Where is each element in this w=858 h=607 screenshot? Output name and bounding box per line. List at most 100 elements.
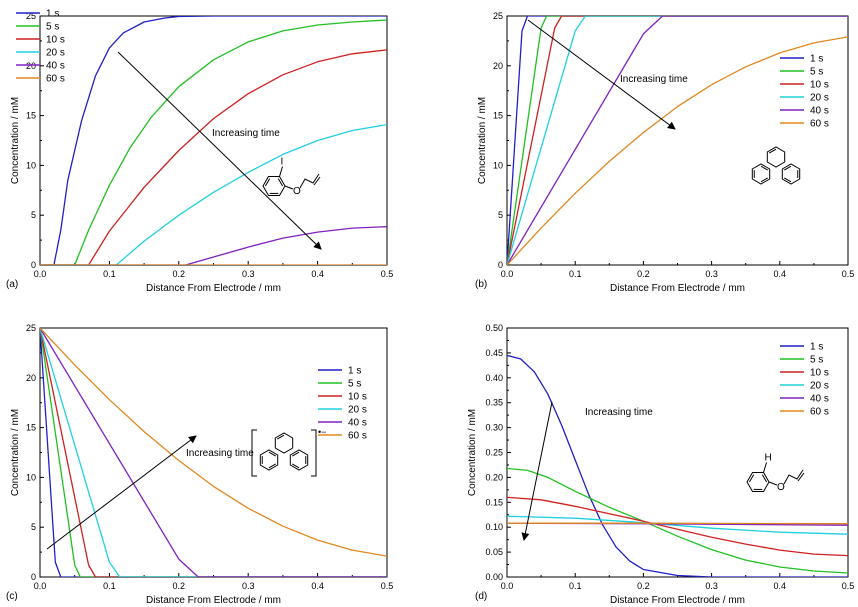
series-line-5s	[507, 16, 848, 265]
bond	[279, 166, 283, 177]
legend-entry: 40 s	[810, 394, 829, 405]
panel-label: (c)	[6, 591, 18, 602]
legend-entry: 10 s	[348, 392, 367, 403]
x-tick-label: 0.3	[705, 269, 718, 279]
molecule-structure: IO	[262, 156, 321, 197]
y-tick-label: 0.40	[485, 373, 503, 383]
ring	[766, 146, 786, 168]
y-tick-label: 10	[493, 160, 503, 170]
allyl-chain	[299, 173, 320, 189]
y-tick-label: 0	[31, 260, 36, 270]
x-tick-label: 0.5	[381, 581, 394, 591]
double-bond	[760, 165, 769, 171]
legend-entry: 5 s	[348, 379, 361, 390]
series-line-5s	[40, 328, 387, 577]
double-bond	[783, 165, 792, 171]
y-axis-title: Concentration / mM	[477, 97, 488, 184]
panel-label: (a)	[6, 279, 18, 290]
time-arrow	[521, 401, 553, 541]
plot-frame	[39, 15, 388, 266]
bond	[768, 481, 778, 486]
legend: 1 s 5 s 10 s 20 s 40 s 60 s	[16, 9, 65, 85]
legend: 1 s 5 s 10 s 20 s 40 s 60 s	[780, 54, 829, 130]
chart-panel-0: 0.0 0.1 0.2 0.3 0.4 0.5 0 5 10 15 20 25 Distance Fro…	[6, 9, 393, 295]
double-bond	[268, 451, 277, 457]
y-tick-label: 0.10	[485, 522, 503, 532]
series-line-40s	[40, 226, 387, 265]
y-tick-label: 20	[26, 373, 36, 383]
y-tick-label: 20	[493, 61, 503, 71]
y-tick-label: 15	[26, 111, 36, 121]
double-bond	[264, 178, 271, 187]
double-bond	[797, 472, 805, 482]
series-lines	[507, 16, 848, 265]
x-tick-label: 0.4	[311, 581, 324, 591]
x-tick-label: 0.0	[501, 269, 514, 279]
double-bond	[768, 148, 777, 154]
y-tick-label: 0.00	[485, 572, 503, 582]
y-tick-label: 5	[31, 522, 36, 532]
x-tick-label: 0.1	[103, 269, 116, 279]
y-axis-title: Concentration / mM	[10, 97, 21, 184]
legend-entry: 1 s	[46, 9, 59, 20]
x-tick-label: 0.3	[242, 581, 255, 591]
legend-entry: 40 s	[46, 61, 65, 72]
y-tick-label: 25	[493, 11, 503, 21]
bracket-right	[311, 429, 317, 477]
legend-entry: 60 s	[810, 407, 829, 418]
legend-entry: 5 s	[810, 67, 823, 78]
series-line-60s	[507, 36, 848, 265]
x-tick-label: 0.1	[103, 581, 116, 591]
molecule-structure: •−	[251, 427, 326, 477]
series-line-1s	[507, 354, 848, 577]
x-tick-label: 0.2	[637, 581, 650, 591]
double-bond	[761, 474, 768, 483]
series-line-20s	[40, 328, 387, 577]
x-tick-label: 0.5	[842, 269, 855, 279]
ring	[274, 432, 294, 454]
legend-entry: 60 s	[348, 431, 367, 442]
x-tick-label: 0.1	[569, 581, 582, 591]
legend-entry: 20 s	[46, 48, 65, 59]
x-tick-label: 0.0	[34, 269, 47, 279]
legend-entry: 10 s	[810, 368, 829, 379]
time-arrow	[46, 435, 197, 550]
series-line-10s	[507, 16, 848, 265]
y-tick-label: 0	[31, 572, 36, 582]
legend-entry: 20 s	[348, 405, 367, 416]
y-tick-label: 0.45	[485, 348, 503, 358]
y-tick-label: 0.05	[485, 547, 503, 557]
series-lines	[40, 16, 387, 265]
y-tick-label: 5	[31, 210, 36, 220]
annotation-text: Increasing time	[186, 448, 254, 459]
double-bond	[268, 463, 277, 469]
legend-entry: 1 s	[348, 366, 361, 377]
series-line-1s	[40, 16, 387, 265]
legend-entry: 5 s	[810, 355, 823, 366]
y-axis-title: Concentration / mM	[10, 409, 21, 496]
series-line-1s	[40, 328, 387, 577]
y-tick-label: 0.50	[485, 323, 503, 333]
double-bond	[277, 178, 284, 187]
x-tick-label: 0.4	[774, 581, 787, 591]
bond	[284, 185, 294, 190]
x-tick-label: 0.2	[637, 269, 650, 279]
legend-entry: 20 s	[810, 381, 829, 392]
bond	[763, 462, 767, 473]
x-tick-label: 0.3	[242, 269, 255, 279]
y-tick-label: 0.25	[485, 448, 503, 458]
series-line-10s	[40, 49, 387, 265]
chart-panel-3: 0.0 0.1 0.2 0.3 0.4 0.5 0.00 0.05 0.10 0.15 0.20 0.…	[467, 323, 854, 606]
double-bond	[276, 434, 285, 440]
series-line-5s	[40, 19, 387, 265]
legend-entry: 10 s	[810, 80, 829, 91]
x-tick-label: 0.1	[569, 269, 582, 279]
ring	[751, 163, 771, 185]
legend-entry: 1 s	[810, 54, 823, 65]
plot-frame	[506, 327, 849, 578]
atom-label: H	[765, 452, 772, 463]
series-line-20s	[507, 16, 848, 265]
atom-label: I	[281, 156, 284, 167]
x-tick-label: 0.4	[774, 269, 787, 279]
ring	[262, 176, 286, 196]
